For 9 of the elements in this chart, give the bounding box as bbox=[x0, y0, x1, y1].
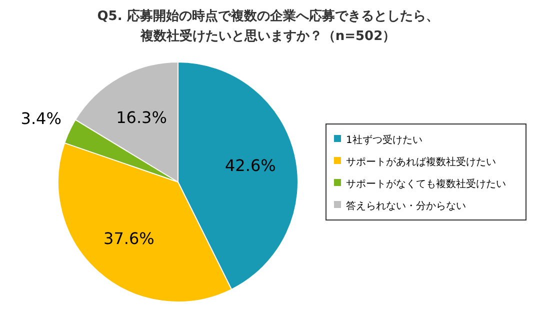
data-label: 37.6% bbox=[104, 228, 154, 248]
legend-label: サポートがあれば複数社受けたい bbox=[346, 156, 496, 168]
chart-title: Q5. 応募開始の時点で複数の企業へ応募できるとしたら、複数社受けたいと思いますか？（n=502） bbox=[97, 8, 439, 44]
legend-label: 答えられない・分からない bbox=[346, 200, 466, 212]
data-label: 42.6% bbox=[225, 156, 276, 175]
data-label: 16.3% bbox=[116, 108, 167, 128]
data-label: 3.4% bbox=[20, 108, 62, 128]
legend-label: サポートがなくても複数社受けたい bbox=[346, 178, 506, 190]
legend-label: 1社ずつ受けたい bbox=[346, 134, 422, 146]
